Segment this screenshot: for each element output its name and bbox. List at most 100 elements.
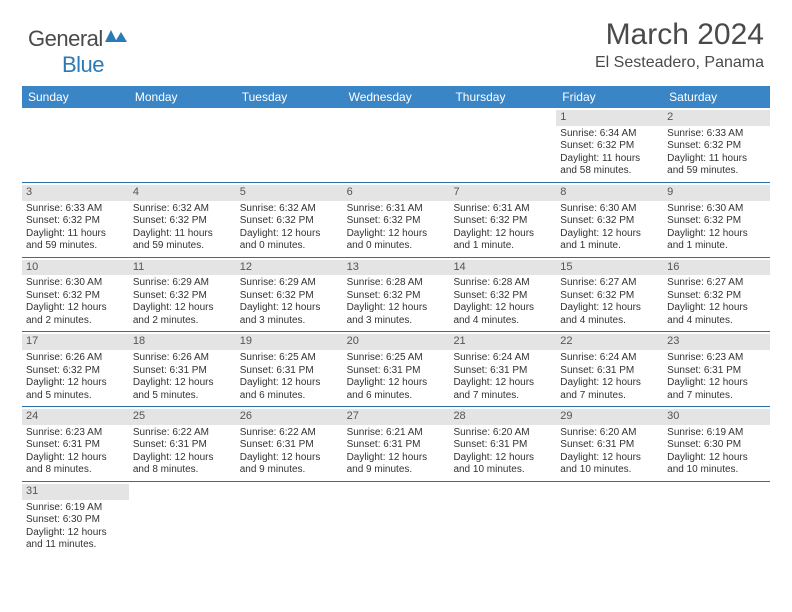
daylight-text: Daylight: 12 hours xyxy=(453,452,552,465)
day-cell: 22Sunrise: 6:24 AMSunset: 6:31 PMDayligh… xyxy=(556,332,663,406)
daylight-text: and 7 minutes. xyxy=(560,390,659,403)
sunrise-text: Sunrise: 6:22 AM xyxy=(133,427,232,440)
day-cell: 14Sunrise: 6:28 AMSunset: 6:32 PMDayligh… xyxy=(449,258,556,332)
sunrise-text: Sunrise: 6:31 AM xyxy=(347,203,446,216)
day-cell: 2Sunrise: 6:33 AMSunset: 6:32 PMDaylight… xyxy=(663,108,770,182)
sunset-text: Sunset: 6:30 PM xyxy=(667,439,766,452)
daylight-text: and 10 minutes. xyxy=(560,464,659,477)
daylight-text: Daylight: 12 hours xyxy=(240,377,339,390)
day-number: 31 xyxy=(22,484,129,500)
daylight-text: Daylight: 11 hours xyxy=(26,228,125,241)
day-cell: 6Sunrise: 6:31 AMSunset: 6:32 PMDaylight… xyxy=(343,183,450,257)
logo-text-blue: Blue xyxy=(62,52,104,77)
day-cell: 3Sunrise: 6:33 AMSunset: 6:32 PMDaylight… xyxy=(22,183,129,257)
sunset-text: Sunset: 6:30 PM xyxy=(26,514,125,527)
sunrise-text: Sunrise: 6:22 AM xyxy=(240,427,339,440)
sunrise-text: Sunrise: 6:32 AM xyxy=(133,203,232,216)
daylight-text: and 5 minutes. xyxy=(26,390,125,403)
daylight-text: Daylight: 12 hours xyxy=(133,452,232,465)
day-number: 11 xyxy=(129,260,236,276)
daylight-text: Daylight: 12 hours xyxy=(667,452,766,465)
daylight-text: Daylight: 12 hours xyxy=(453,228,552,241)
header: General March 2024 El Sesteadero, Panama xyxy=(0,0,792,80)
sunrise-text: Sunrise: 6:23 AM xyxy=(667,352,766,365)
week-row: 3Sunrise: 6:33 AMSunset: 6:32 PMDaylight… xyxy=(22,183,770,258)
sunset-text: Sunset: 6:31 PM xyxy=(240,439,339,452)
sunrise-text: Sunrise: 6:24 AM xyxy=(453,352,552,365)
sunrise-text: Sunrise: 6:30 AM xyxy=(560,203,659,216)
day-number: 23 xyxy=(663,334,770,350)
daylight-text: and 3 minutes. xyxy=(240,315,339,328)
sunset-text: Sunset: 6:31 PM xyxy=(347,365,446,378)
daylight-text: and 8 minutes. xyxy=(26,464,125,477)
day-cell xyxy=(343,108,450,182)
day-number: 13 xyxy=(343,260,450,276)
day-number: 15 xyxy=(556,260,663,276)
daylight-text: Daylight: 12 hours xyxy=(26,452,125,465)
daylight-text: Daylight: 12 hours xyxy=(347,228,446,241)
sunset-text: Sunset: 6:32 PM xyxy=(133,290,232,303)
sunset-text: Sunset: 6:31 PM xyxy=(26,439,125,452)
day-cell: 16Sunrise: 6:27 AMSunset: 6:32 PMDayligh… xyxy=(663,258,770,332)
day-cell: 17Sunrise: 6:26 AMSunset: 6:32 PMDayligh… xyxy=(22,332,129,406)
week-row: 1Sunrise: 6:34 AMSunset: 6:32 PMDaylight… xyxy=(22,108,770,183)
sunrise-text: Sunrise: 6:29 AM xyxy=(133,277,232,290)
daylight-text: and 4 minutes. xyxy=(560,315,659,328)
sunset-text: Sunset: 6:32 PM xyxy=(667,290,766,303)
sunrise-text: Sunrise: 6:32 AM xyxy=(240,203,339,216)
daylight-text: and 6 minutes. xyxy=(240,390,339,403)
daylight-text: Daylight: 12 hours xyxy=(347,302,446,315)
day-cell xyxy=(449,482,556,556)
sunrise-text: Sunrise: 6:21 AM xyxy=(347,427,446,440)
day-cell: 26Sunrise: 6:22 AMSunset: 6:31 PMDayligh… xyxy=(236,407,343,481)
daylight-text: and 9 minutes. xyxy=(240,464,339,477)
day-cell xyxy=(129,482,236,556)
daylight-text: Daylight: 12 hours xyxy=(133,377,232,390)
day-number: 10 xyxy=(22,260,129,276)
daylight-text: and 59 minutes. xyxy=(26,240,125,253)
day-number: 17 xyxy=(22,334,129,350)
daylight-text: Daylight: 12 hours xyxy=(667,302,766,315)
daylight-text: Daylight: 12 hours xyxy=(453,377,552,390)
sunrise-text: Sunrise: 6:19 AM xyxy=(26,502,125,515)
day-cell xyxy=(449,108,556,182)
sunrise-text: Sunrise: 6:33 AM xyxy=(667,128,766,141)
sunset-text: Sunset: 6:31 PM xyxy=(133,365,232,378)
daylight-text: Daylight: 12 hours xyxy=(26,377,125,390)
daylight-text: and 7 minutes. xyxy=(453,390,552,403)
daylight-text: Daylight: 12 hours xyxy=(453,302,552,315)
day-cell: 11Sunrise: 6:29 AMSunset: 6:32 PMDayligh… xyxy=(129,258,236,332)
sunset-text: Sunset: 6:32 PM xyxy=(26,215,125,228)
sunrise-text: Sunrise: 6:33 AM xyxy=(26,203,125,216)
sunset-text: Sunset: 6:32 PM xyxy=(560,140,659,153)
day-header: Tuesday xyxy=(236,86,343,108)
title-block: March 2024 El Sesteadero, Panama xyxy=(595,18,764,72)
day-number: 19 xyxy=(236,334,343,350)
sunset-text: Sunset: 6:31 PM xyxy=(453,439,552,452)
daylight-text: and 3 minutes. xyxy=(347,315,446,328)
day-header: Sunday xyxy=(22,86,129,108)
daylight-text: Daylight: 12 hours xyxy=(240,452,339,465)
week-row: 17Sunrise: 6:26 AMSunset: 6:32 PMDayligh… xyxy=(22,332,770,407)
day-cell: 12Sunrise: 6:29 AMSunset: 6:32 PMDayligh… xyxy=(236,258,343,332)
day-number: 27 xyxy=(343,409,450,425)
daylight-text: Daylight: 12 hours xyxy=(667,377,766,390)
day-number: 5 xyxy=(236,185,343,201)
day-cell: 30Sunrise: 6:19 AMSunset: 6:30 PMDayligh… xyxy=(663,407,770,481)
daylight-text: and 59 minutes. xyxy=(667,165,766,178)
daylight-text: Daylight: 12 hours xyxy=(240,302,339,315)
day-number: 22 xyxy=(556,334,663,350)
daylight-text: Daylight: 12 hours xyxy=(560,302,659,315)
month-title: March 2024 xyxy=(595,18,764,52)
location-label: El Sesteadero, Panama xyxy=(595,54,764,72)
day-cell xyxy=(22,108,129,182)
day-header: Monday xyxy=(129,86,236,108)
day-number: 29 xyxy=(556,409,663,425)
day-cell: 10Sunrise: 6:30 AMSunset: 6:32 PMDayligh… xyxy=(22,258,129,332)
sunrise-text: Sunrise: 6:28 AM xyxy=(347,277,446,290)
sunrise-text: Sunrise: 6:31 AM xyxy=(453,203,552,216)
sunrise-text: Sunrise: 6:30 AM xyxy=(667,203,766,216)
daylight-text: Daylight: 12 hours xyxy=(133,302,232,315)
daylight-text: Daylight: 11 hours xyxy=(667,153,766,166)
day-cell: 4Sunrise: 6:32 AMSunset: 6:32 PMDaylight… xyxy=(129,183,236,257)
